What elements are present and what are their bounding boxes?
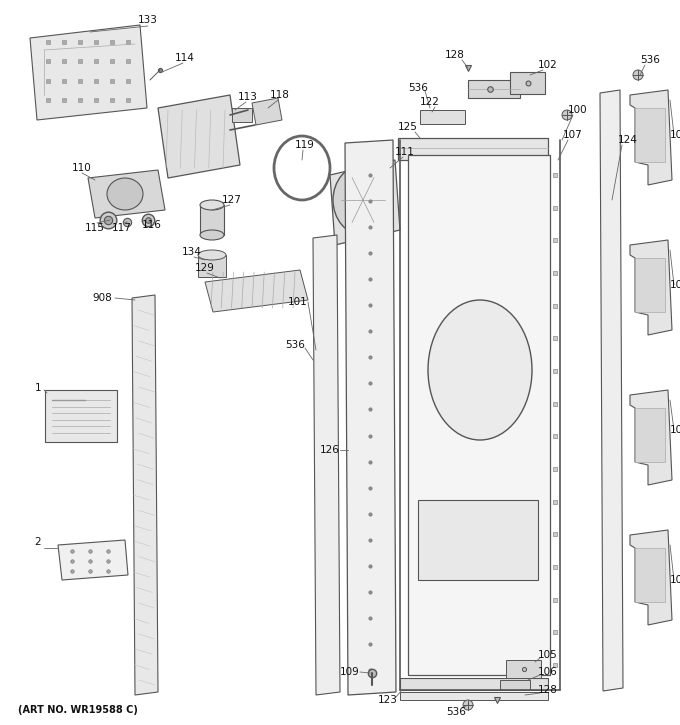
- Bar: [398, 138, 548, 160]
- Text: 113: 113: [238, 92, 258, 102]
- Polygon shape: [630, 240, 672, 335]
- Text: 908: 908: [92, 293, 112, 303]
- Bar: [408, 155, 550, 675]
- Text: 133: 133: [138, 15, 158, 25]
- Ellipse shape: [348, 182, 378, 218]
- Text: 134: 134: [182, 247, 202, 257]
- Text: 105: 105: [538, 650, 558, 660]
- Text: 108: 108: [670, 575, 680, 585]
- Text: 129: 129: [195, 263, 215, 273]
- Text: 536: 536: [408, 83, 428, 93]
- Bar: [506, 660, 541, 678]
- Text: 116: 116: [142, 220, 162, 230]
- Bar: [232, 108, 252, 122]
- Ellipse shape: [428, 300, 532, 440]
- Bar: [635, 258, 665, 312]
- Bar: [200, 205, 224, 235]
- Text: 109: 109: [340, 667, 360, 677]
- Polygon shape: [630, 390, 672, 485]
- Text: 127: 127: [222, 195, 242, 205]
- Polygon shape: [132, 295, 158, 695]
- Text: 100: 100: [568, 105, 588, 115]
- Text: 102: 102: [538, 60, 558, 70]
- Bar: [510, 72, 545, 94]
- Ellipse shape: [200, 200, 224, 210]
- Text: 536: 536: [446, 707, 466, 717]
- Text: 119: 119: [295, 140, 315, 150]
- Text: 123: 123: [378, 695, 398, 705]
- Polygon shape: [30, 25, 147, 120]
- Ellipse shape: [107, 178, 143, 210]
- Ellipse shape: [633, 70, 643, 80]
- Ellipse shape: [562, 110, 572, 120]
- Text: (ART NO. WR19588 C): (ART NO. WR19588 C): [18, 705, 138, 715]
- Text: 108: 108: [670, 425, 680, 435]
- Polygon shape: [345, 140, 396, 695]
- Polygon shape: [313, 235, 340, 695]
- Ellipse shape: [200, 230, 224, 240]
- Ellipse shape: [198, 250, 226, 260]
- Text: 2: 2: [35, 537, 41, 547]
- Polygon shape: [330, 160, 400, 245]
- Ellipse shape: [333, 165, 393, 235]
- Text: 111: 111: [395, 147, 415, 157]
- Text: 128: 128: [538, 685, 558, 695]
- Text: 125: 125: [398, 122, 418, 132]
- Bar: [198, 255, 226, 277]
- Polygon shape: [252, 98, 282, 125]
- Polygon shape: [600, 90, 623, 691]
- Polygon shape: [630, 90, 672, 185]
- Text: 108: 108: [670, 280, 680, 290]
- Text: 536: 536: [640, 55, 660, 65]
- Bar: [635, 548, 665, 602]
- Ellipse shape: [463, 700, 473, 710]
- Text: 106: 106: [538, 667, 558, 677]
- Bar: [420, 110, 465, 124]
- Text: 108: 108: [670, 130, 680, 140]
- Text: 1: 1: [35, 383, 41, 393]
- Bar: [468, 80, 520, 98]
- Text: 126: 126: [320, 445, 340, 455]
- Bar: [45, 390, 117, 442]
- Text: 101: 101: [288, 297, 308, 307]
- Bar: [400, 678, 548, 690]
- Text: 110: 110: [72, 163, 92, 173]
- Bar: [400, 692, 548, 700]
- Bar: [500, 680, 530, 690]
- Text: 118: 118: [270, 90, 290, 100]
- Polygon shape: [630, 530, 672, 625]
- Text: 536: 536: [285, 340, 305, 350]
- Text: 128: 128: [445, 50, 465, 60]
- Text: 117: 117: [112, 223, 132, 233]
- Bar: [418, 500, 538, 580]
- Polygon shape: [88, 170, 165, 218]
- Text: 124: 124: [618, 135, 638, 145]
- Bar: [635, 408, 665, 462]
- Text: 114: 114: [175, 53, 195, 63]
- Polygon shape: [58, 540, 128, 580]
- Text: 107: 107: [563, 130, 583, 140]
- Text: 122: 122: [420, 97, 440, 107]
- Polygon shape: [205, 270, 308, 312]
- Polygon shape: [158, 95, 240, 178]
- Bar: [635, 108, 665, 162]
- Text: 115: 115: [85, 223, 105, 233]
